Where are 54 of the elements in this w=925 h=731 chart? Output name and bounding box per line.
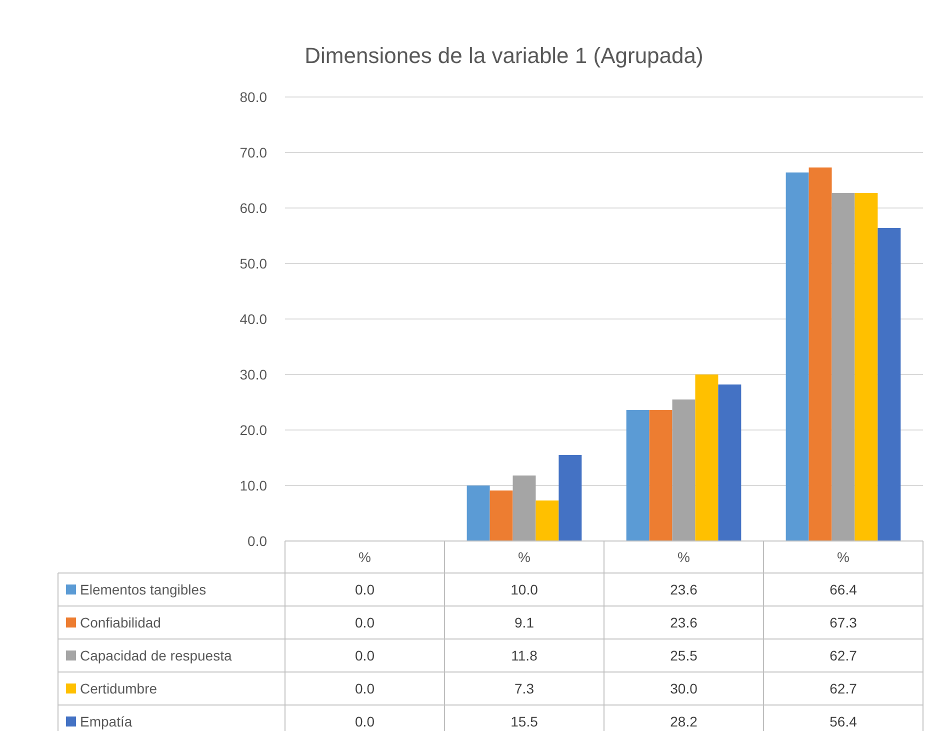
legend-label: Empatía: [80, 713, 132, 730]
y-tick-label: 30.0: [240, 366, 268, 382]
bar: [536, 500, 559, 541]
y-tick-label: 50.0: [240, 255, 268, 272]
x-tick-label: %: [358, 548, 371, 565]
bar: [558, 454, 582, 541]
data-label: 62.7: [830, 680, 858, 696]
bar: [672, 399, 696, 541]
data-label: 23.6: [670, 581, 698, 598]
bar: [626, 410, 650, 541]
y-tick-label: 80.0: [240, 88, 268, 105]
data-label: 15.5: [510, 713, 538, 730]
x-tick-label: %: [518, 548, 530, 565]
y-tick-label: 70.0: [240, 144, 268, 160]
data-label: 7.3: [514, 680, 534, 696]
bar: [695, 374, 718, 541]
data-label: 56.4: [830, 713, 858, 730]
data-label: 0.0: [355, 680, 375, 696]
y-tick-label: 40.0: [240, 310, 268, 327]
data-label: 30.0: [670, 680, 698, 696]
bar: [649, 410, 672, 541]
data-label: 62.7: [830, 647, 858, 664]
bar: [786, 172, 809, 541]
chart-title: Dimensiones de la variable 1 (Agrupada): [304, 43, 704, 68]
data-label: 0.0: [355, 614, 375, 630]
data-label: 9.1: [514, 614, 534, 630]
bar: [512, 476, 536, 541]
bar: [808, 167, 832, 541]
legend-label: Confiabilidad: [80, 614, 161, 630]
data-label: 25.5: [670, 647, 698, 664]
legend-label: Elementos tangibles: [80, 581, 206, 598]
bar: [832, 193, 855, 541]
y-tick-label: 60.0: [240, 200, 268, 216]
data-label: 66.4: [830, 581, 858, 598]
legend-label: Certidumbre: [80, 680, 158, 696]
x-tick-label: %: [837, 548, 850, 565]
data-label: 0.0: [355, 647, 375, 664]
bar: [854, 193, 878, 541]
y-tick-label: 20.0: [240, 422, 268, 438]
data-label: 67.3: [830, 614, 858, 630]
data-label: 23.6: [670, 614, 698, 630]
data-label: 28.2: [670, 713, 698, 730]
x-tick-label: %: [678, 548, 690, 565]
bar: [718, 384, 742, 541]
data-label: 0.0: [355, 713, 375, 730]
bar: [466, 486, 490, 541]
data-label: 0.0: [355, 581, 375, 598]
bar: [878, 228, 901, 541]
y-tick-label: 10.0: [240, 477, 268, 494]
bar: [490, 490, 513, 541]
data-label: 11.8: [511, 647, 538, 664]
y-tick-label: 0.0: [248, 532, 268, 549]
data-label: 10.0: [510, 581, 538, 598]
legend-label: Capacidad de respuesta: [80, 647, 232, 664]
